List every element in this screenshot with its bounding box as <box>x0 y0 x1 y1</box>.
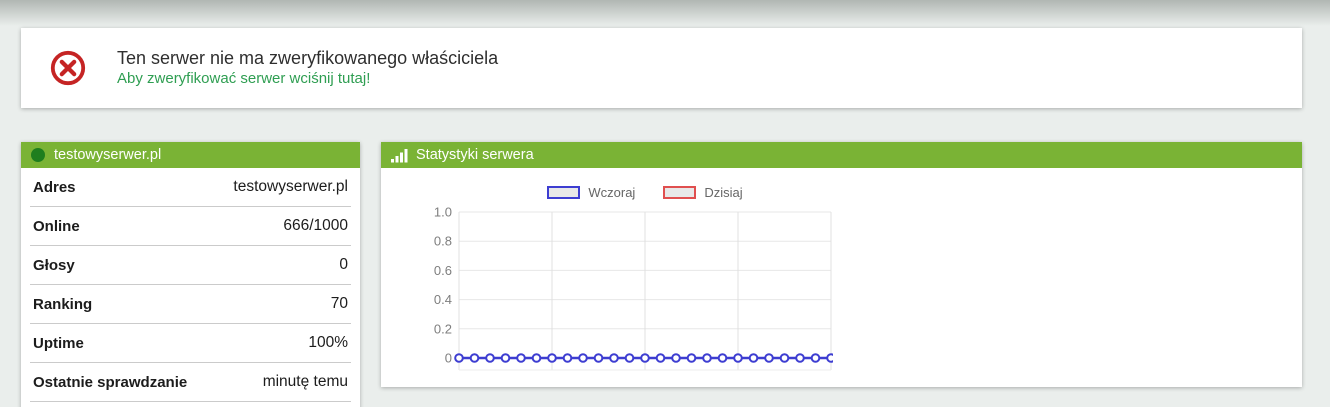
row-value: 70 <box>330 295 348 312</box>
row-label: Głosy <box>33 256 75 274</box>
error-circle-x-icon <box>49 49 87 87</box>
svg-text:0.8: 0.8 <box>434 234 452 249</box>
chart-legend: Wczoraj Dzisiaj <box>459 182 831 202</box>
page-top-shadow <box>0 0 1330 26</box>
row-value: 0 <box>339 256 348 273</box>
legend-label: Dzisiaj <box>704 184 743 200</box>
table-row-uptime: Uptime 100% <box>30 324 351 363</box>
legend-item-dzisiaj: Dzisiaj <box>663 184 743 200</box>
svg-text:0.2: 0.2 <box>434 321 452 336</box>
server-info-table: Adres testowyserwer.pl Online 666/1000 G… <box>21 168 360 402</box>
server-stats-chart: 1.0 0.8 0.6 0.4 0.2 0 <box>419 204 1302 379</box>
server-name: testowyserwer.pl <box>54 147 162 163</box>
row-value: minutę temu <box>262 373 348 390</box>
online-status-dot <box>31 148 45 162</box>
svg-text:0.4: 0.4 <box>434 292 452 307</box>
unverified-owner-alert: Ten serwer nie ma zweryfikowanego właści… <box>21 28 1302 108</box>
table-row-ostatnie-sprawdzanie: Ostatnie sprawdzanie minutę temu <box>30 363 351 402</box>
stats-panel-body: Wczoraj Dzisiaj 1.0 0.8 0.6 0.4 0.2 0 <box>381 168 1302 387</box>
legend-label: Wczoraj <box>588 184 636 200</box>
server-panel-header: testowyserwer.pl <box>21 142 360 168</box>
row-value: 100% <box>308 334 348 351</box>
row-label: Online <box>33 217 80 235</box>
stats-panel-title: Statystyki serwera <box>416 147 534 163</box>
table-row-ranking: Ranking 70 <box>30 285 351 324</box>
svg-text:0.6: 0.6 <box>434 263 452 278</box>
row-label: Ranking <box>33 295 93 313</box>
verify-server-link[interactable]: Aby zweryfikować serwer wciśnij tutaj! <box>117 70 371 87</box>
legend-item-wczoraj: Wczoraj <box>547 185 635 200</box>
row-label: Uptime <box>33 334 84 352</box>
row-label: Adres <box>33 178 76 196</box>
row-value: testowyserwer.pl <box>233 178 348 195</box>
server-stats-panel: Statystyki serwera Wczoraj Dzisiaj 1.0 0.8… <box>381 142 1302 387</box>
svg-text:1.0: 1.0 <box>434 205 452 220</box>
server-info-panel: testowyserwer.pl Adres testowyserwer.pl … <box>21 142 360 407</box>
table-row-online: Online 666/1000 <box>30 207 351 246</box>
stats-panel-header: Statystyki serwera <box>381 142 1302 168</box>
bar-chart-icon <box>391 148 408 163</box>
svg-text:0: 0 <box>445 351 452 366</box>
table-row-adres: Adres testowyserwer.pl <box>30 168 351 207</box>
alert-title: Ten serwer nie ma zweryfikowanego właści… <box>117 48 499 68</box>
row-value: 666/1000 <box>283 217 348 234</box>
legend-swatch <box>663 185 697 199</box>
row-label: Ostatnie sprawdzanie <box>33 373 188 391</box>
table-row-glosy: Głosy 0 <box>30 246 351 285</box>
legend-swatch <box>547 185 581 199</box>
